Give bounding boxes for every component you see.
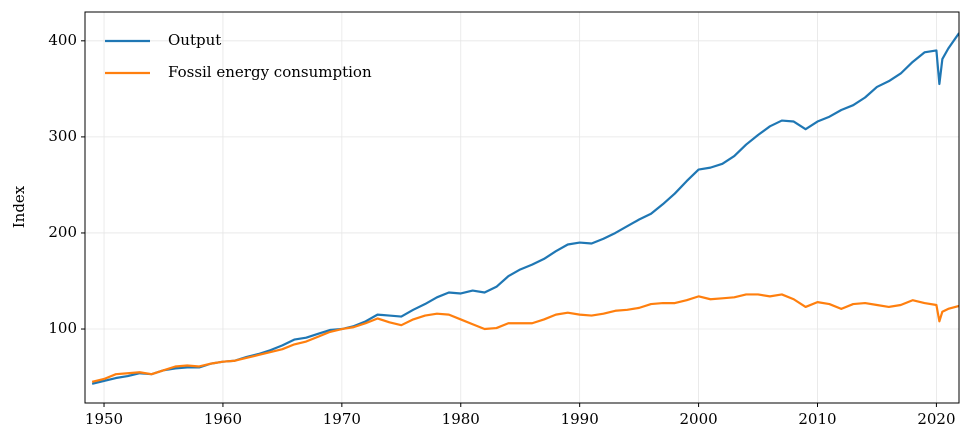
plot-frame xyxy=(84,11,960,404)
x-tick-label: 1950 xyxy=(85,410,123,428)
x-tick-label: 2010 xyxy=(798,410,836,428)
y-tick-label: 400 xyxy=(48,31,77,49)
x-tick-label: 2020 xyxy=(917,410,955,428)
y-tick-label: 300 xyxy=(48,127,77,145)
legend-label: Fossil energy consumption xyxy=(168,63,372,81)
x-tick-label: 1970 xyxy=(323,410,361,428)
y-tick-label: 200 xyxy=(48,223,77,241)
data-line xyxy=(91,293,959,383)
x-tick-label: 1960 xyxy=(204,410,242,428)
x-tick-label: 1980 xyxy=(442,410,480,428)
x-tick-label: 2000 xyxy=(679,410,717,428)
x-tick-label: 1990 xyxy=(561,410,599,428)
y-tick-label: 100 xyxy=(48,319,77,337)
y-axis-label: Index xyxy=(10,185,28,228)
legend-label: Output xyxy=(168,31,221,49)
plot-area xyxy=(91,32,959,385)
data-line xyxy=(91,32,959,385)
